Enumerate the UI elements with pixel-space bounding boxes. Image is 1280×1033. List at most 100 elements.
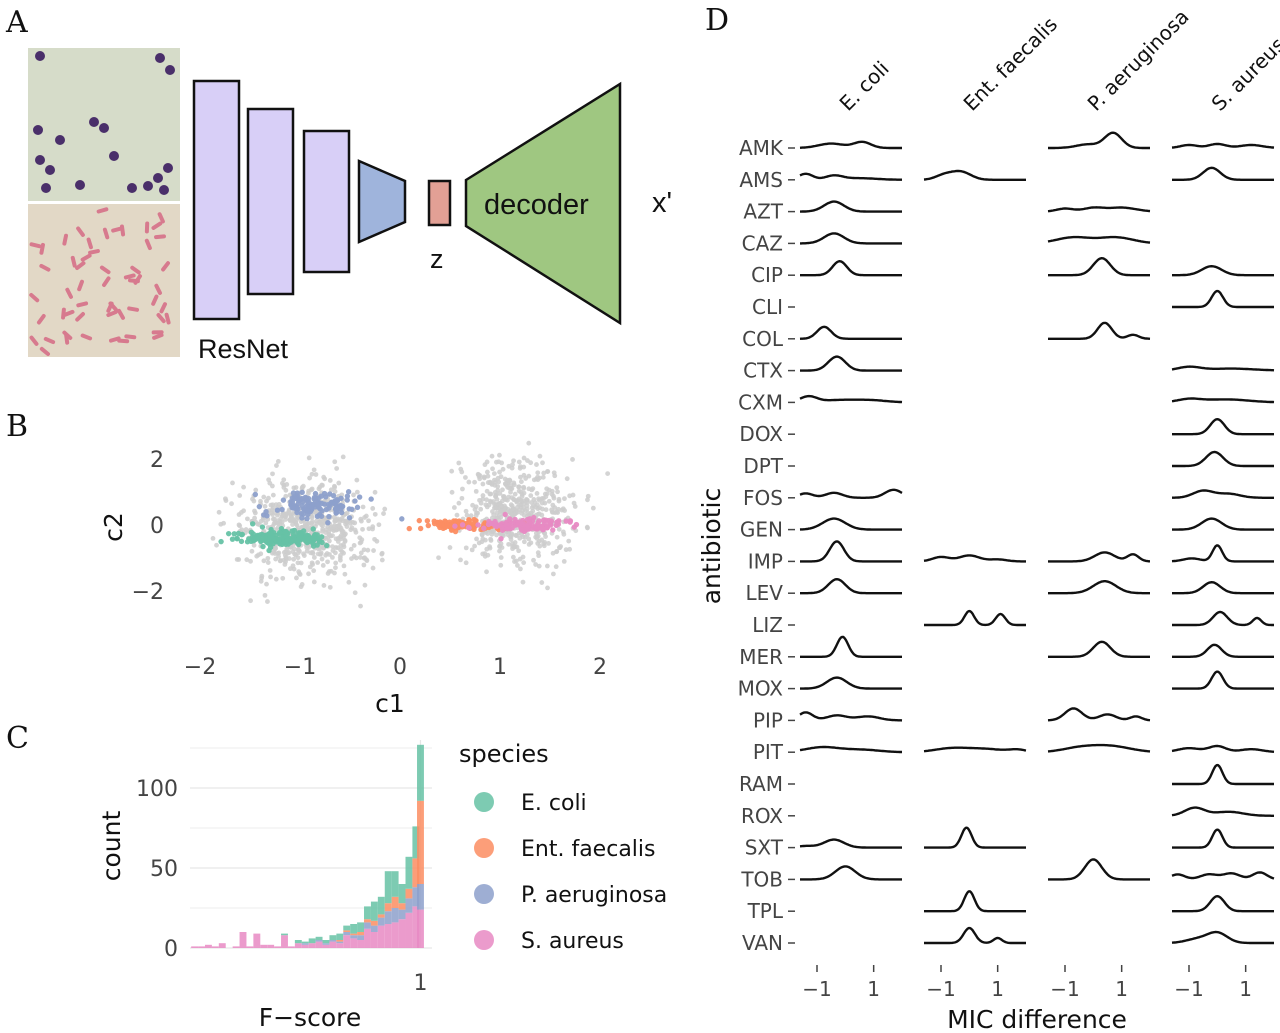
background-point [309,519,315,525]
background-point [478,500,484,506]
species-point [291,527,298,534]
species-point [218,538,224,545]
rod-mark [156,313,166,324]
histogram-bar [301,943,309,945]
background-point [236,512,242,517]
species-point [486,518,492,525]
species-point [481,525,487,531]
background-point [484,459,490,465]
background-point [490,466,495,472]
ridgeline-densities [799,131,1275,945]
background-point [311,555,317,560]
rod-mark [29,335,39,346]
species-point [543,517,549,523]
antibiotic-label: DPT [743,454,783,478]
density-ridge [799,745,902,754]
background-point [330,548,336,554]
background-point [291,556,297,562]
histogram-bar [377,914,385,918]
background-point [332,514,337,520]
histogram-bar [322,944,330,948]
histogram-bar [364,922,371,929]
species-point [338,509,345,516]
density-ridge [799,394,903,404]
histogram-bar [377,917,385,926]
background-point [346,579,352,585]
background-point [282,562,288,567]
background-point [338,533,344,539]
resnet-block-1 [192,79,241,321]
background-point [511,458,516,464]
background-point [539,500,545,506]
background-point [605,471,611,476]
d-x-tick-label: −1 [802,977,831,1001]
resnet-block-2 [246,107,295,296]
histogram-bar [274,946,282,948]
background-point [290,522,295,527]
background-point [295,550,301,556]
background-point [351,492,356,498]
background-point [534,462,539,467]
background-point [332,484,337,490]
background-point [459,469,465,475]
background-point [449,468,455,474]
density-ridge [1172,418,1274,436]
histogram-bar [377,925,385,948]
background-point [268,574,273,580]
background-point [290,563,296,569]
background-point [500,466,506,472]
background-point [540,474,546,480]
antibiotic-label: TPL [747,899,784,923]
background-point [241,508,247,514]
antibiotic-label: PIT [753,740,784,764]
rod-mark [70,255,77,268]
density-ridge [1172,166,1274,181]
panel-a-label: A [5,5,28,40]
background-point [365,547,371,553]
background-point [309,515,315,521]
density-ridge [1048,858,1150,881]
species-point [424,518,431,524]
species-point [293,538,299,544]
density-ridge [924,826,1026,849]
histogram-bar [412,858,420,888]
histogram-bar [405,856,413,889]
density-ridge [800,578,902,595]
background-point [554,509,560,515]
background-point [516,484,522,490]
histogram-bar [417,744,424,801]
density-ridge [923,169,1026,181]
species-point [345,489,352,495]
coccus-mark [159,185,169,195]
background-point [521,455,527,461]
background-point [214,542,219,548]
histogram-bar [301,944,309,948]
b-y-axis-label: c2 [99,512,128,542]
background-point [535,470,541,476]
background-point [454,512,460,518]
background-point [270,505,276,511]
legend-swatch [474,792,494,812]
d-x-tick-label: 1 [1239,977,1252,1001]
background-point [299,582,305,587]
species-point [466,525,472,531]
background-point [479,532,485,538]
background-point [566,538,572,544]
rod-mark [123,273,136,280]
species-point [344,497,350,503]
histogram-bar [218,943,226,948]
species-point [326,513,332,520]
background-point [216,509,222,515]
rod-mark [86,237,93,250]
background-point [362,515,368,520]
background-point [306,571,311,577]
histogram-bar [232,946,240,948]
species-point [459,522,466,528]
background-point [491,471,497,477]
background-point [497,452,502,458]
legend-swatch [474,884,494,904]
histogram-bar [391,908,399,923]
background-point [523,476,529,481]
density-ridge [924,926,1026,945]
